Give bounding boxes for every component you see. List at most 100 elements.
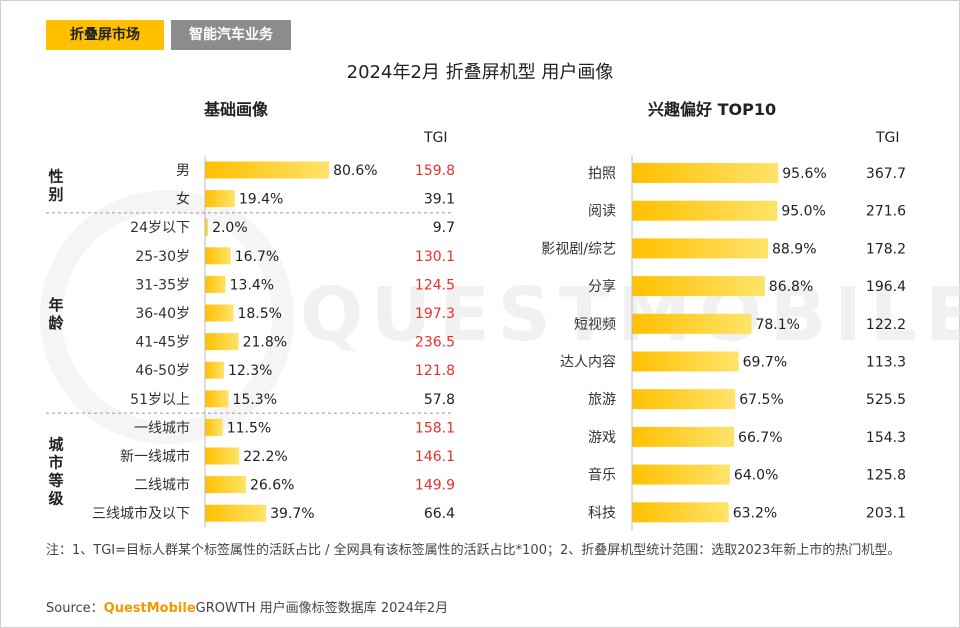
right-bar xyxy=(632,351,739,372)
tab-foldable-market[interactable]: 折叠屏市场 xyxy=(46,20,164,50)
right-value-label: 78.1% xyxy=(755,317,799,333)
left-tgi-value: 66.4 xyxy=(424,506,455,522)
watermark-text: QUESTMOBILE xyxy=(300,272,960,358)
left-category-label: 男 xyxy=(176,163,190,179)
left-bar xyxy=(205,361,224,379)
left-value-label: 11.5% xyxy=(227,420,271,436)
right-category-label: 阅读 xyxy=(588,203,616,220)
left-category-label: 一线城市 xyxy=(134,419,190,436)
right-value-label: 88.9% xyxy=(772,241,816,257)
right-bar xyxy=(632,464,730,485)
group-name-char: 级 xyxy=(48,489,64,507)
right-tgi-value: 271.6 xyxy=(866,204,906,220)
right-category-label: 短视频 xyxy=(574,317,616,333)
source-line: Source：QuestMobileGROWTH 用户画像标签数据库 2024年… xyxy=(46,597,448,616)
right-bar xyxy=(632,200,778,221)
right-bar xyxy=(632,426,735,447)
right-value-label: 66.7% xyxy=(738,430,782,446)
left-tgi-value: 159.8 xyxy=(415,163,455,179)
right-tgi-value: 113.3 xyxy=(866,355,906,371)
left-category-label: 二线城市 xyxy=(134,477,190,494)
right-bar xyxy=(632,238,769,259)
right-bar xyxy=(632,502,729,523)
group-name-char: 年 xyxy=(48,296,63,314)
left-bar xyxy=(205,275,226,293)
right-category-label: 旅游 xyxy=(588,392,616,408)
right-tgi-value: 154.3 xyxy=(866,430,906,446)
left-tgi-value: 57.8 xyxy=(424,392,455,408)
right-chart-title: 兴趣偏好 TOP10 xyxy=(648,100,777,119)
right-value-label: 95.6% xyxy=(782,166,826,182)
left-bar xyxy=(205,247,231,265)
left-category-label: 24岁以下 xyxy=(130,220,190,236)
source-prefix: Source： xyxy=(46,601,104,616)
right-category-label: 科技 xyxy=(588,505,616,521)
left-value-label: 26.6% xyxy=(250,478,294,494)
left-value-label: 16.7% xyxy=(235,249,279,265)
left-chart-title: 基础画像 xyxy=(204,100,269,119)
left-category-label: 三线城市及以下 xyxy=(92,505,190,522)
right-value-label: 86.8% xyxy=(769,279,813,295)
source-brand: QuestMobile xyxy=(103,601,196,616)
left-value-label: 15.3% xyxy=(233,392,277,408)
right-category-label: 拍照 xyxy=(588,166,616,182)
left-tgi-value: 149.9 xyxy=(415,478,455,494)
left-tgi-value: 9.7 xyxy=(433,220,455,236)
left-bar xyxy=(205,218,209,236)
right-category-label: 达人内容 xyxy=(560,354,616,371)
left-value-label: 80.6% xyxy=(333,163,377,179)
left-category-label: 新一线城市 xyxy=(120,448,190,465)
right-value-label: 63.2% xyxy=(733,505,777,521)
left-value-label: 21.8% xyxy=(243,335,287,351)
group-name-char: 等 xyxy=(48,471,63,489)
left-value-label: 2.0% xyxy=(212,220,248,236)
right-value-label: 69.7% xyxy=(743,355,787,371)
left-category-label: 41-45岁 xyxy=(135,335,190,351)
right-value-label: 64.0% xyxy=(734,468,778,484)
group-name-char: 市 xyxy=(48,453,63,471)
left-tgi-value: 39.1 xyxy=(424,192,455,208)
left-category-label: 女 xyxy=(176,191,190,208)
right-tgi-value: 125.8 xyxy=(866,468,906,484)
right-category-label: 游戏 xyxy=(588,430,616,446)
group-name-char: 别 xyxy=(47,185,63,203)
left-bar xyxy=(205,390,229,408)
left-bar xyxy=(205,161,330,179)
left-value-label: 22.2% xyxy=(243,449,287,465)
right-tgi-header: TGI xyxy=(876,130,900,146)
left-tgi-value: 130.1 xyxy=(415,249,455,265)
page-title: 2024年2月 折叠屏机型 用户画像 xyxy=(346,62,614,83)
left-category-label: 46-50岁 xyxy=(135,363,190,379)
footnote: 注：1、TGI=目标人群某个标签属性的活跃占比 / 全网具有该标签属性的活跃占比… xyxy=(46,543,901,558)
group-name-char: 龄 xyxy=(48,314,64,332)
left-bar xyxy=(205,333,239,351)
right-tgi-value: 367.7 xyxy=(866,166,906,182)
left-bar xyxy=(205,447,240,465)
left-value-label: 18.5% xyxy=(237,306,281,322)
left-category-label: 25-30岁 xyxy=(135,249,190,265)
left-tgi-value: 124.5 xyxy=(415,277,455,293)
left-category-label: 51岁以上 xyxy=(130,392,190,408)
right-tgi-value: 203.1 xyxy=(866,505,906,521)
right-tgi-value: 178.2 xyxy=(866,241,906,257)
tab-smart-car[interactable]: 智能汽车业务 xyxy=(171,20,291,50)
right-tgi-value: 122.2 xyxy=(866,317,906,333)
left-value-label: 12.3% xyxy=(228,363,272,379)
group-name-char: 城 xyxy=(48,435,63,453)
left-tgi-header: TGI xyxy=(424,130,448,146)
left-value-label: 19.4% xyxy=(239,192,283,208)
left-category-label: 31-35岁 xyxy=(135,277,190,293)
left-bar xyxy=(205,504,267,522)
right-bar xyxy=(632,389,736,410)
left-tgi-value: 146.1 xyxy=(415,449,455,465)
left-tgi-value: 197.3 xyxy=(415,306,455,322)
right-category-label: 分享 xyxy=(588,278,616,295)
right-tgi-value: 196.4 xyxy=(866,279,906,295)
right-bar xyxy=(632,276,765,297)
left-value-label: 39.7% xyxy=(270,506,314,522)
right-bar xyxy=(632,313,752,334)
right-category-label: 影视剧/综艺 xyxy=(541,241,616,257)
left-bar xyxy=(205,476,246,494)
left-tgi-value: 236.5 xyxy=(415,335,455,351)
